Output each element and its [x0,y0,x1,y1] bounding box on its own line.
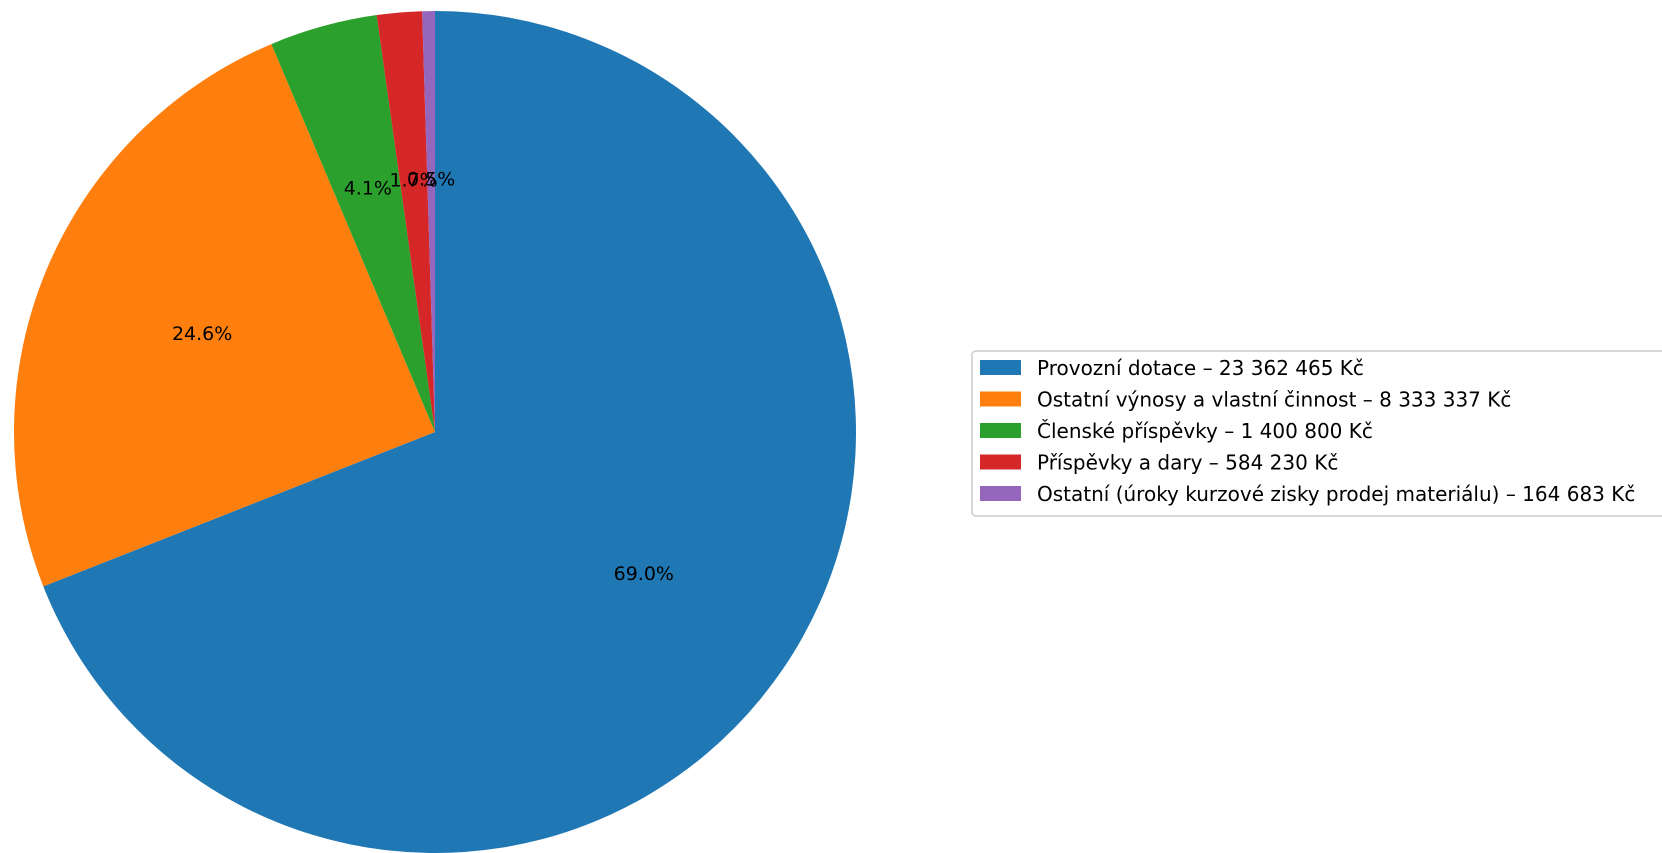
legend-frame [971,350,1662,517]
slice-percentage-label: 24.6% [172,323,232,345]
slice-percentage-label: 69.0% [614,563,674,585]
legend-swatch-2 [980,391,1021,407]
legend-swatch-4 [980,454,1021,470]
legend-swatch-5 [980,486,1021,501]
legend-label-2: Ostatní výnosy a vlastní činnost – 8 333… [1037,388,1511,412]
pie-slice-4 [376,11,435,432]
slice-percentage-label: 0.5% [407,168,455,190]
pie-slice-2 [13,44,436,587]
legend-items: Provozní dotace – 23 362 465 Kč Ostatní v… [980,356,1635,506]
pie-slice-5 [422,11,435,432]
legend-swatch-1 [980,360,1021,375]
percentage-labels: 69.0% 24.6% 4.1%1.7%0.5% [172,168,674,585]
legend-label-3: Členské příspěvky – 1 400 800 Kč [1037,419,1373,443]
legend-label-5: Ostatní (úroky kurzové zisky prodej mate… [1037,482,1635,506]
legend-swatch-3 [980,423,1021,438]
legend-label-4: Příspěvky a dary – 584 230 Kč [1037,451,1338,475]
pie-slice-1 [43,11,856,853]
pie-slice-3 [271,15,435,433]
legend-label-1: Provozní dotace – 23 362 465 Kč [1037,356,1364,380]
slice-percentage-label: 1.7% [389,169,437,191]
slice-percentage-label: 4.1% [344,177,392,199]
pie-slices [13,11,856,853]
legend: Provozní dotace – 23 362 465 Kč Ostatní v… [971,350,1662,517]
